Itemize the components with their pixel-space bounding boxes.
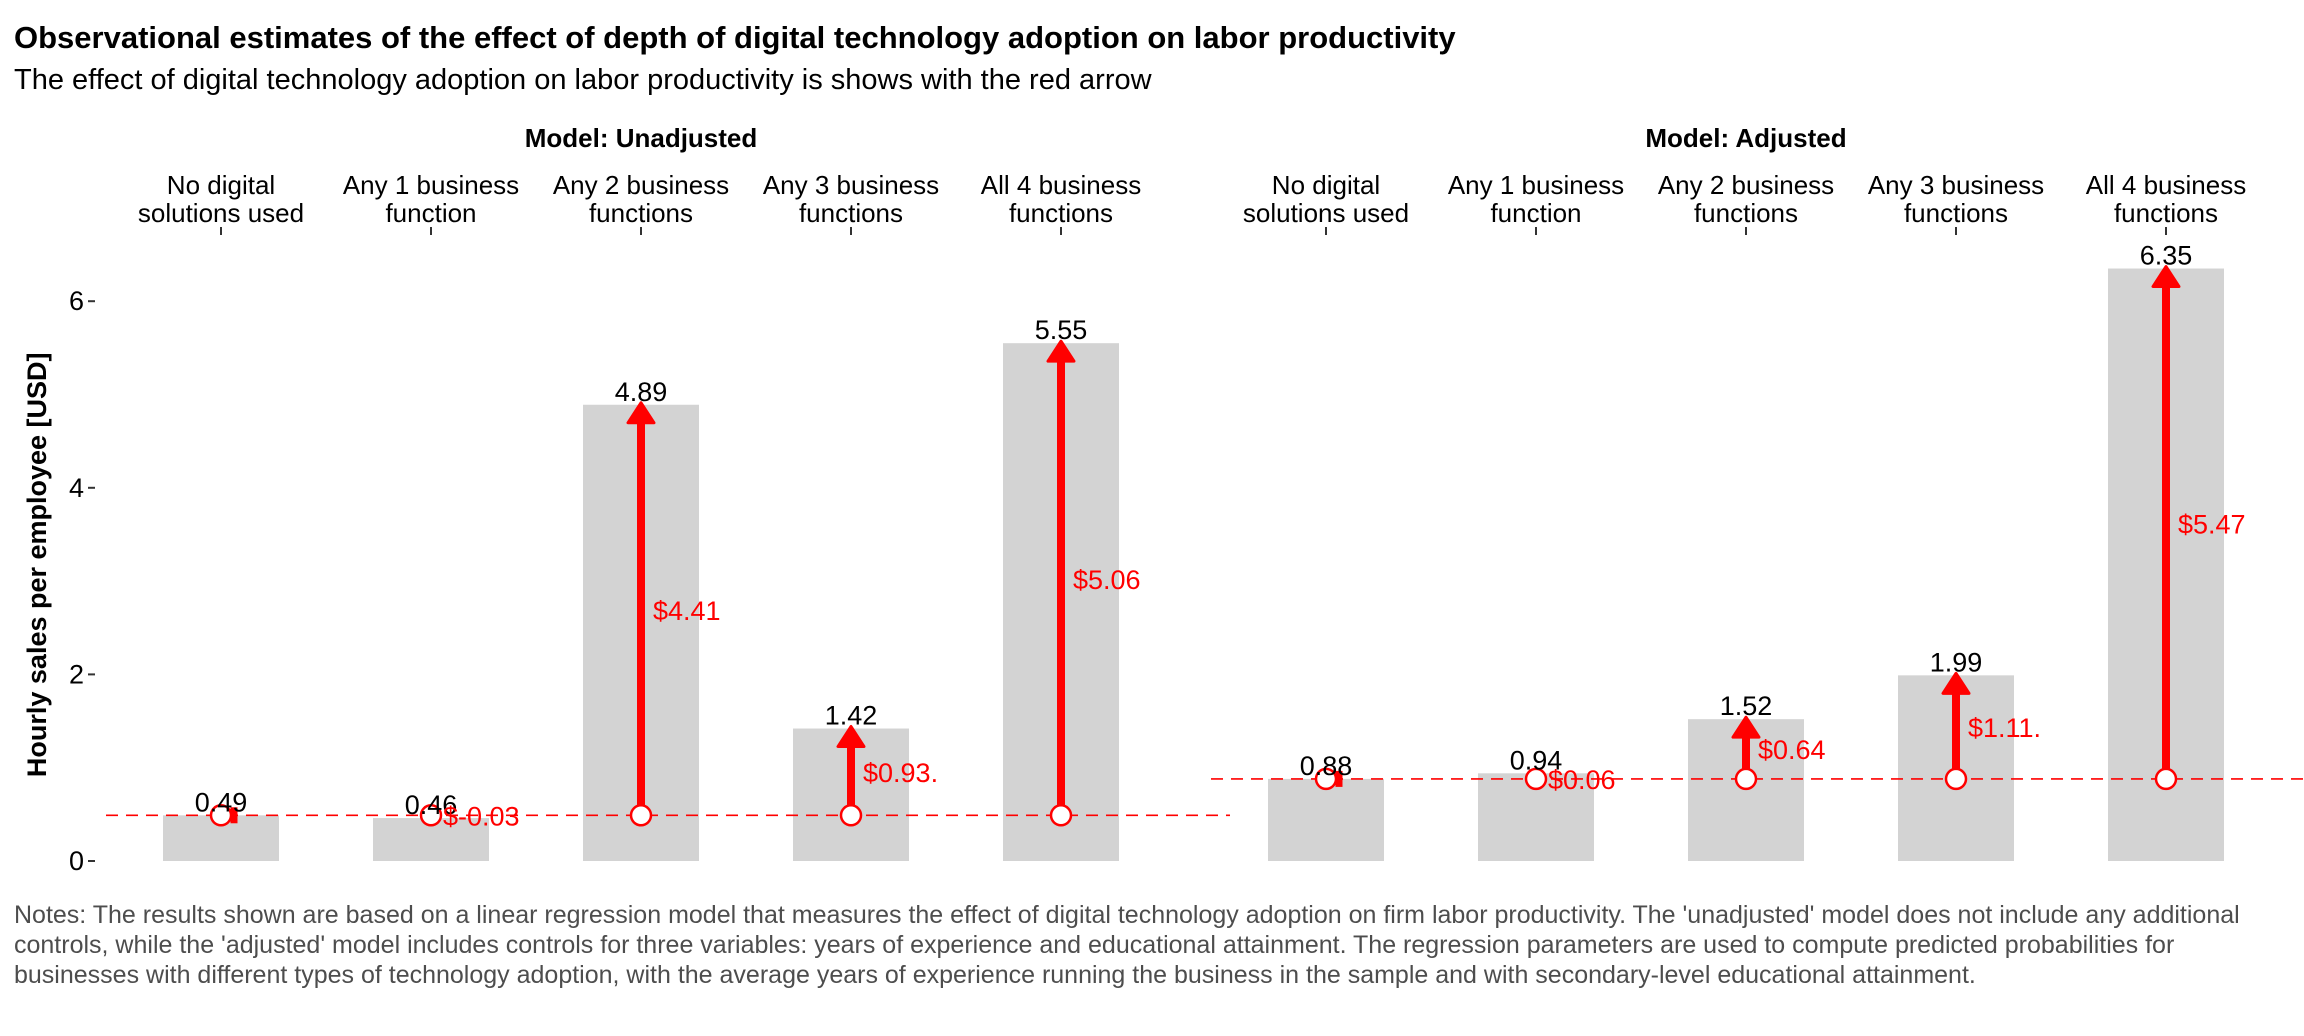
x-tick-label: Any 1 business <box>1448 170 1624 200</box>
panel-strip-label: Model: Adjusted <box>1645 123 1846 153</box>
effect-arrow-head <box>2151 265 2181 289</box>
x-tick-label: Any 3 business <box>1868 170 2044 200</box>
effect-label: $-0.03 <box>443 801 520 831</box>
effect-arrow-head <box>836 725 866 749</box>
chart-notes: Notes: The results shown are based on a … <box>14 901 2240 989</box>
x-tick-label: Any 1 business <box>343 170 519 200</box>
x-tick-label: functions <box>799 198 903 228</box>
baseline-point <box>419 804 443 827</box>
effect-arrow-head <box>626 401 656 425</box>
x-tick-label: functions <box>589 198 693 228</box>
x-tick-label: functions <box>1009 198 1113 228</box>
effect-label: $5.06 <box>1073 565 1141 595</box>
x-tick-label: Any 2 business <box>1658 170 1834 200</box>
bar-value-label: 0.46 <box>405 790 458 820</box>
effect-label: $1.11. <box>1968 713 2041 743</box>
panel-strip-label: Model: Unadjusted <box>525 123 758 153</box>
y-tick-label: 2 <box>69 659 84 689</box>
bar-value-label: 1.99 <box>1930 647 1983 677</box>
effect-arrow-head <box>1941 671 1971 695</box>
chart-area: 0 2 4 6 Hourly sales per employee [USD] Mode… <box>22 123 2304 876</box>
y-axis-title: Hourly sales per employee [USD] <box>22 352 52 777</box>
bar-value-label: 4.89 <box>615 377 668 407</box>
baseline-point <box>1524 767 1548 791</box>
effect-label: $0.06 <box>1548 765 1616 795</box>
bar-value-label: 1.42 <box>825 701 878 731</box>
x-tick-label: All 4 business <box>981 170 1141 200</box>
x-tick-label: functions <box>1694 198 1798 228</box>
y-tick-label: 0 <box>69 846 84 876</box>
x-tick-label: Any 2 business <box>553 170 729 200</box>
bar <box>1268 778 1384 861</box>
bar-value-label: 0.94 <box>1510 745 1563 775</box>
baseline-point <box>209 804 233 827</box>
y-axis: 0 2 4 6 Hourly sales per employee [USD] <box>22 286 95 876</box>
x-tick-label: functions <box>1904 198 2008 228</box>
x-tick-label: function <box>1490 198 1581 228</box>
baseline-point <box>629 804 653 827</box>
x-tick-label: No digital <box>167 170 275 200</box>
baseline-point <box>2154 767 2178 791</box>
chart-title: Observational estimates of the effect of… <box>14 20 1456 55</box>
x-tick-label: solutions used <box>138 198 304 228</box>
bar-value-label: 0.88 <box>1300 751 1353 781</box>
bar-value-label: 6.35 <box>2140 241 2193 271</box>
baseline-point <box>839 804 863 827</box>
y-tick-label: 6 <box>69 286 84 316</box>
x-tick-label: functions <box>2114 198 2218 228</box>
chart-subtitle: The effect of digital technology adoptio… <box>14 64 1152 96</box>
effect-label: $0.64 <box>1758 735 1826 765</box>
x-tick-label: Any 3 business <box>763 170 939 200</box>
baseline-point <box>1049 804 1073 827</box>
effect-arrow-head <box>1731 715 1761 739</box>
effect-arrow-head <box>1046 339 1076 363</box>
bar-value-label: 0.49 <box>195 787 248 817</box>
baseline-point <box>1314 767 1338 791</box>
effect-label: $5.47 <box>2178 510 2246 540</box>
effect-label: $4.41 <box>653 596 721 626</box>
x-tick-label: function <box>385 198 476 228</box>
bar-value-label: 1.52 <box>1720 691 1773 721</box>
x-tick-label: No digital <box>1272 170 1380 200</box>
effect-label: $0.93. <box>863 758 938 788</box>
baseline-point <box>1734 767 1758 791</box>
x-tick-label: solutions used <box>1243 198 1409 228</box>
y-tick-label: 4 <box>69 473 84 503</box>
baseline-point <box>1944 767 1968 791</box>
x-tick-label: All 4 business <box>2086 170 2246 200</box>
bar-value-label: 5.55 <box>1035 315 1088 345</box>
